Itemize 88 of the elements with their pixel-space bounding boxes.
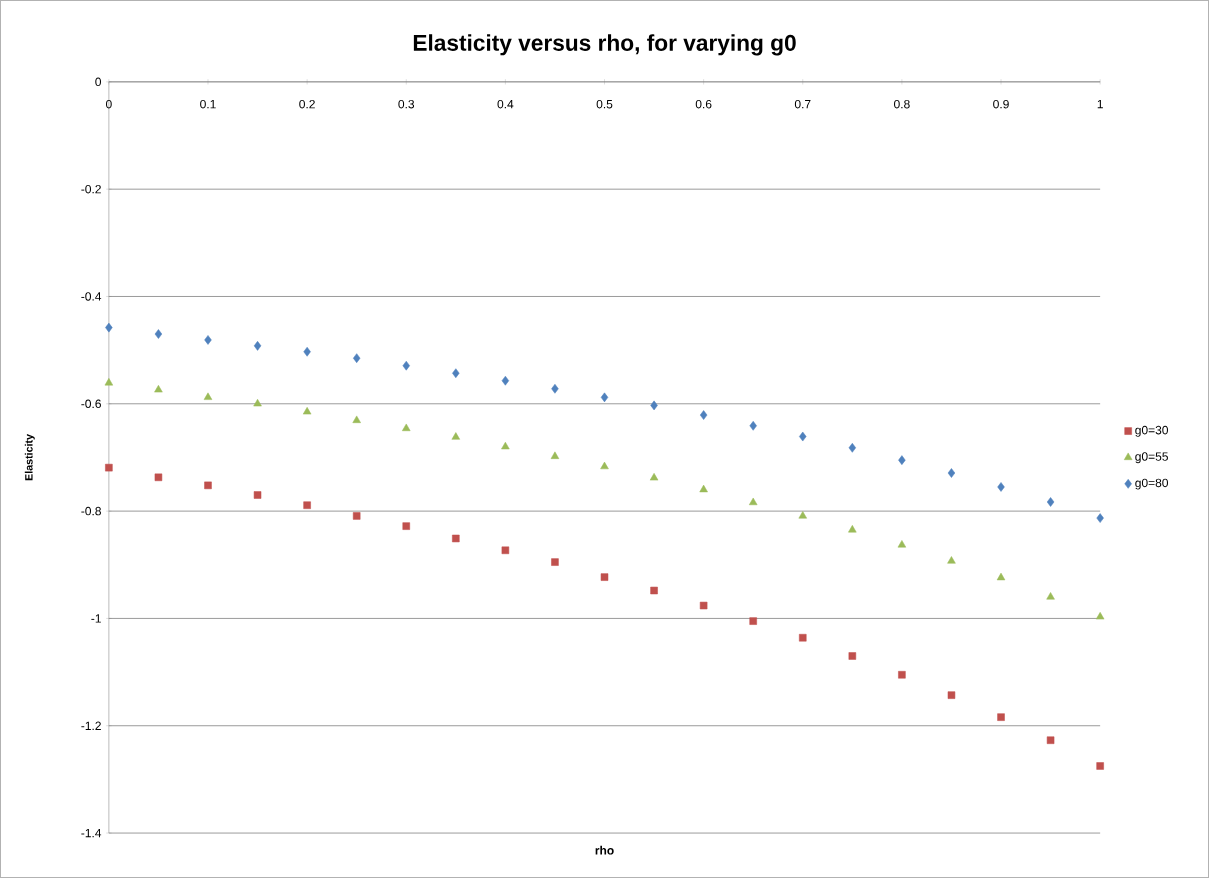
point (352, 512, 361, 520)
point (848, 652, 857, 660)
point (848, 525, 857, 533)
x-tick-label: 0.5 (596, 99, 613, 109)
point (1096, 513, 1104, 523)
point (154, 385, 163, 393)
point (749, 617, 757, 625)
point (799, 431, 807, 442)
point (303, 501, 311, 509)
point (402, 360, 410, 371)
point (501, 546, 510, 555)
point (947, 556, 956, 564)
point (352, 415, 361, 424)
y-tick-label: -0.6 (81, 399, 101, 409)
point (699, 410, 708, 420)
x-tick-label: 0.1 (200, 99, 216, 109)
point (501, 375, 510, 386)
x-tick-label: 0.9 (993, 99, 1009, 109)
point (402, 423, 411, 432)
point (104, 378, 114, 386)
point (303, 346, 311, 357)
point (600, 461, 609, 470)
x-tick-label: 1 (1097, 99, 1103, 109)
point (203, 392, 213, 400)
point (451, 432, 461, 440)
point (551, 384, 559, 394)
point (650, 586, 658, 595)
point (799, 634, 807, 642)
y-tick-label: 0 (95, 77, 102, 87)
x-tick-label: 0 (105, 99, 112, 109)
point (452, 368, 460, 379)
point (253, 341, 262, 351)
x-tick-label: 0.8 (894, 99, 910, 109)
point (996, 572, 1006, 581)
point (1096, 762, 1104, 770)
point (997, 713, 1005, 721)
point (699, 484, 708, 493)
y-tick-label: -0.2 (81, 184, 101, 194)
point (452, 534, 460, 543)
x-tick-label: 0.7 (794, 99, 811, 109)
point (204, 481, 212, 490)
point (154, 329, 163, 339)
point (204, 335, 212, 345)
y-tick-label: -0.8 (81, 506, 101, 516)
point (749, 497, 758, 506)
point (501, 441, 510, 450)
x-axis-title: rho (595, 845, 614, 855)
y-tick-label: -1 (91, 614, 101, 623)
point (551, 558, 559, 566)
point (699, 601, 708, 610)
point (1046, 592, 1055, 600)
point (897, 540, 907, 548)
legend-label: g0=80 (1135, 478, 1169, 490)
y-tick-label: -1.4 (81, 828, 102, 838)
point (253, 491, 262, 499)
point (253, 399, 262, 407)
point (402, 522, 410, 530)
x-tick-label: 0.6 (695, 99, 712, 109)
point (550, 451, 560, 459)
point (600, 392, 609, 403)
point (650, 400, 658, 411)
point (1046, 497, 1055, 507)
y-tick-label: -1.2 (81, 721, 101, 730)
point (600, 573, 609, 581)
x-tick-label: 0.3 (398, 99, 415, 109)
chart-title: Elasticity versus rho, for varying g0 (413, 34, 796, 56)
point (105, 463, 113, 472)
y-tick-label: -0.4 (81, 292, 102, 301)
point (649, 473, 659, 481)
point (997, 482, 1005, 492)
x-tick-label: 0.4 (497, 99, 514, 109)
point (898, 455, 906, 465)
point (105, 322, 113, 333)
point (1095, 612, 1105, 620)
point (848, 443, 856, 453)
legend-label: g0=55 (1135, 452, 1168, 464)
point (1046, 736, 1055, 745)
point (749, 421, 757, 431)
point (947, 691, 956, 699)
x-tick-label: 0.2 (299, 99, 315, 109)
point (154, 473, 163, 482)
legend-label: g0=30 (1135, 425, 1169, 437)
point (302, 407, 312, 415)
point (798, 511, 807, 519)
point (947, 468, 956, 478)
y-axis-title: Elasticity (24, 434, 35, 481)
point (353, 353, 361, 364)
point (898, 671, 906, 679)
